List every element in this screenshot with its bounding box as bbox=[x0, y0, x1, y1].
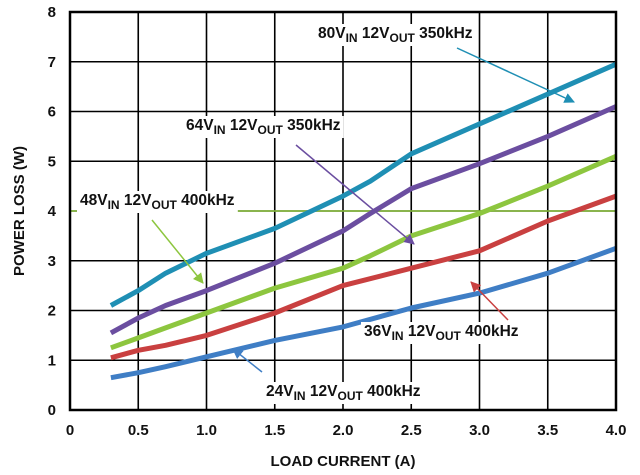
series-line-2 bbox=[109, 104, 618, 336]
annotation-background-3 bbox=[77, 191, 238, 213]
y-tick-label: 4 bbox=[48, 203, 57, 220]
y-tick-label: 8 bbox=[48, 4, 56, 21]
y-axis-title: POWER LOSS (W) bbox=[11, 146, 28, 276]
y-tick-labels: 0 1 2 3 4 5 6 7 8 bbox=[48, 4, 57, 419]
series-line-4 bbox=[110, 193, 617, 361]
series-annotations: 80VIN 12VOUT 350kHz 64VIN 12VOUT 350kHz 48… bbox=[77, 24, 575, 404]
y-tick-label: 0 bbox=[48, 402, 56, 419]
plot-frame bbox=[68, 10, 618, 412]
annotation-label-3: 48VIN 12VOUT 400kHz bbox=[80, 192, 235, 212]
annotation-background-1 bbox=[315, 24, 476, 46]
x-tick-label: 1.0 bbox=[196, 422, 217, 439]
x-tick-label: 0 bbox=[66, 422, 74, 439]
annotation-arrow-4 bbox=[470, 281, 509, 321]
x-tick-label: 3.0 bbox=[469, 422, 490, 439]
y-tick-label: 6 bbox=[48, 104, 56, 121]
annotation-arrow-2 bbox=[295, 144, 415, 245]
annotation-background-5 bbox=[263, 382, 424, 404]
y-tick-label: 7 bbox=[48, 54, 56, 71]
y-tick-label: 5 bbox=[48, 153, 56, 170]
annotation-background-4 bbox=[361, 322, 522, 344]
x-tick-labels: 0 0.5 1.0 1.5 2.0 2.5 3.0 3.5 4.0 bbox=[66, 422, 627, 439]
x-tick-label: 0.5 bbox=[128, 422, 149, 439]
annotation-label-4: 36VIN 12VOUT 400kHz bbox=[364, 323, 519, 343]
series-line-1 bbox=[109, 61, 618, 308]
series-lines bbox=[109, 61, 618, 381]
y-tick-label: 3 bbox=[48, 253, 56, 270]
x-tick-label: 1.5 bbox=[264, 422, 285, 439]
x-tick-label: 2.0 bbox=[333, 422, 354, 439]
annotation-label-2: 64VIN 12VOUT 350kHz bbox=[186, 117, 341, 137]
x-tick-label: 4.0 bbox=[606, 422, 627, 439]
series-line-5 bbox=[110, 245, 617, 381]
x-axis-title: LOAD CURRENT (A) bbox=[271, 453, 416, 470]
annotation-arrow-3 bbox=[151, 219, 204, 284]
annotation-arrow-1 bbox=[456, 47, 575, 103]
y-tick-label: 1 bbox=[48, 352, 56, 369]
annotation-arrow-5 bbox=[232, 348, 263, 373]
x-tick-label: 3.5 bbox=[537, 422, 558, 439]
x-tick-label: 2.5 bbox=[401, 422, 422, 439]
annotation-background-2 bbox=[183, 116, 344, 138]
y-tick-label: 2 bbox=[48, 303, 56, 320]
annotation-label-5: 24VIN 12VOUT 400kHz bbox=[266, 383, 421, 403]
annotation-label-1: 80VIN 12VOUT 350kHz bbox=[318, 25, 473, 45]
series-line-3 bbox=[110, 154, 618, 351]
